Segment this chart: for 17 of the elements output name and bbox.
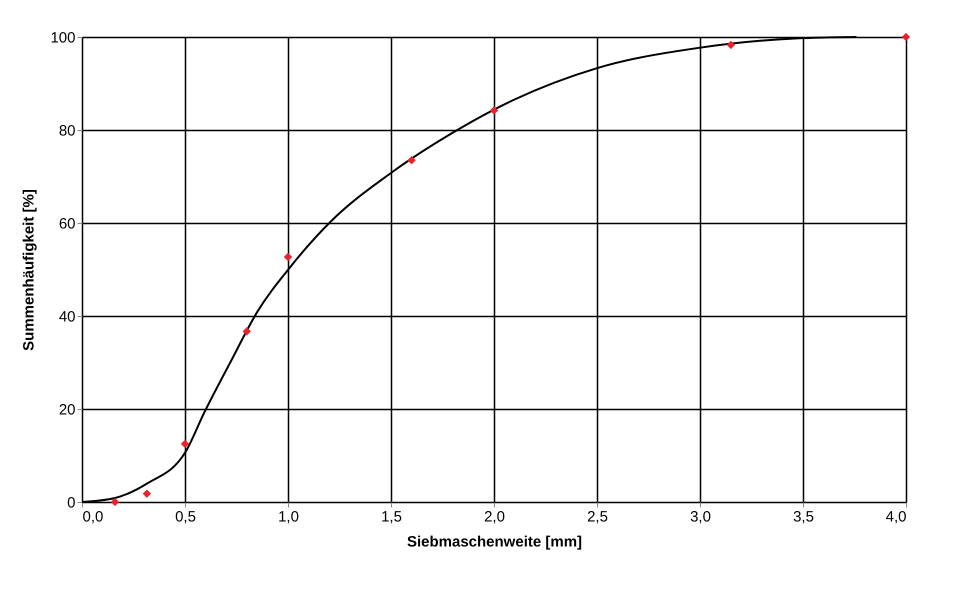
x-tick-label: 1,0	[278, 508, 299, 526]
y-tick-label: 100	[50, 30, 76, 46]
x-tick-label: 1,5	[381, 508, 402, 526]
x-tick-label: 4,0	[886, 508, 906, 526]
y-tick-label: 40	[58, 308, 76, 326]
x-tick-label: 0,0	[82, 508, 104, 526]
y-tick-label: 20	[58, 402, 76, 418]
x-tick-label: 0,5	[175, 508, 196, 526]
x-tick-label: 2,0	[484, 508, 505, 526]
y-tick-label: 60	[58, 216, 76, 232]
x-tick-label: 3,5	[793, 508, 814, 526]
x-axis-title: Siebmaschenweite [mm]	[406, 534, 582, 550]
y-tick-label: 0	[67, 494, 76, 512]
x-tick-label: 3,0	[690, 508, 711, 526]
x-tick-label: 2,5	[587, 508, 608, 526]
y-tick-label: 80	[58, 122, 76, 140]
y-axis-title: Summenhäufigkeit [%]	[20, 189, 38, 351]
